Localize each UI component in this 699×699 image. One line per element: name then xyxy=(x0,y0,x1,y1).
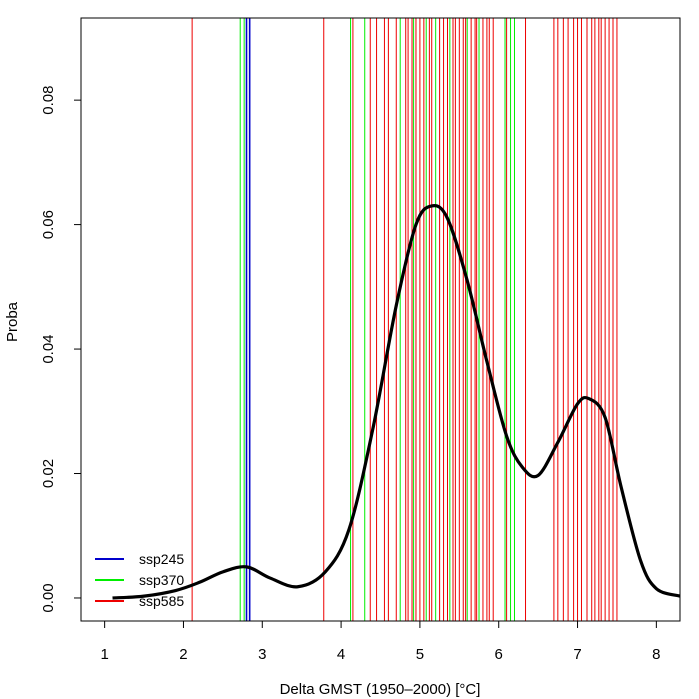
y-tick-label: 0.06 xyxy=(40,210,57,239)
x-tick-label: 4 xyxy=(337,646,345,663)
x-tick-label: 2 xyxy=(179,646,187,663)
y-tick-label: 0.02 xyxy=(40,459,57,488)
y-tick-label: 0.08 xyxy=(40,86,57,115)
legend-label-ssp245: ssp245 xyxy=(139,551,184,567)
x-tick-label: 8 xyxy=(652,646,660,663)
legend-label-ssp585: ssp585 xyxy=(139,593,184,609)
y-tick-label: 0.00 xyxy=(40,583,57,612)
projection-lines xyxy=(191,18,618,621)
y-tick-label: 0.04 xyxy=(40,334,57,363)
x-tick-label: 5 xyxy=(416,646,424,663)
legend: ssp245 ssp370 ssp585 xyxy=(95,551,184,609)
y-axis-title: Proba xyxy=(4,301,21,342)
density-curve xyxy=(112,204,680,600)
x-tick-label: 1 xyxy=(100,646,108,663)
plot-frame xyxy=(80,17,681,622)
x-axis: 1 2 3 4 5 6 7 8 xyxy=(100,620,661,663)
x-tick-label: 3 xyxy=(258,646,266,663)
x-tick-label: 6 xyxy=(495,646,503,663)
x-axis-title: Delta GMST (1950–2000) [°C] xyxy=(280,681,481,698)
density-curve-layer xyxy=(112,204,680,600)
y-axis: 0.00 0.02 0.04 0.06 0.08 xyxy=(40,86,82,613)
legend-label-ssp370: ssp370 xyxy=(139,572,184,588)
x-tick-label: 7 xyxy=(573,646,581,663)
